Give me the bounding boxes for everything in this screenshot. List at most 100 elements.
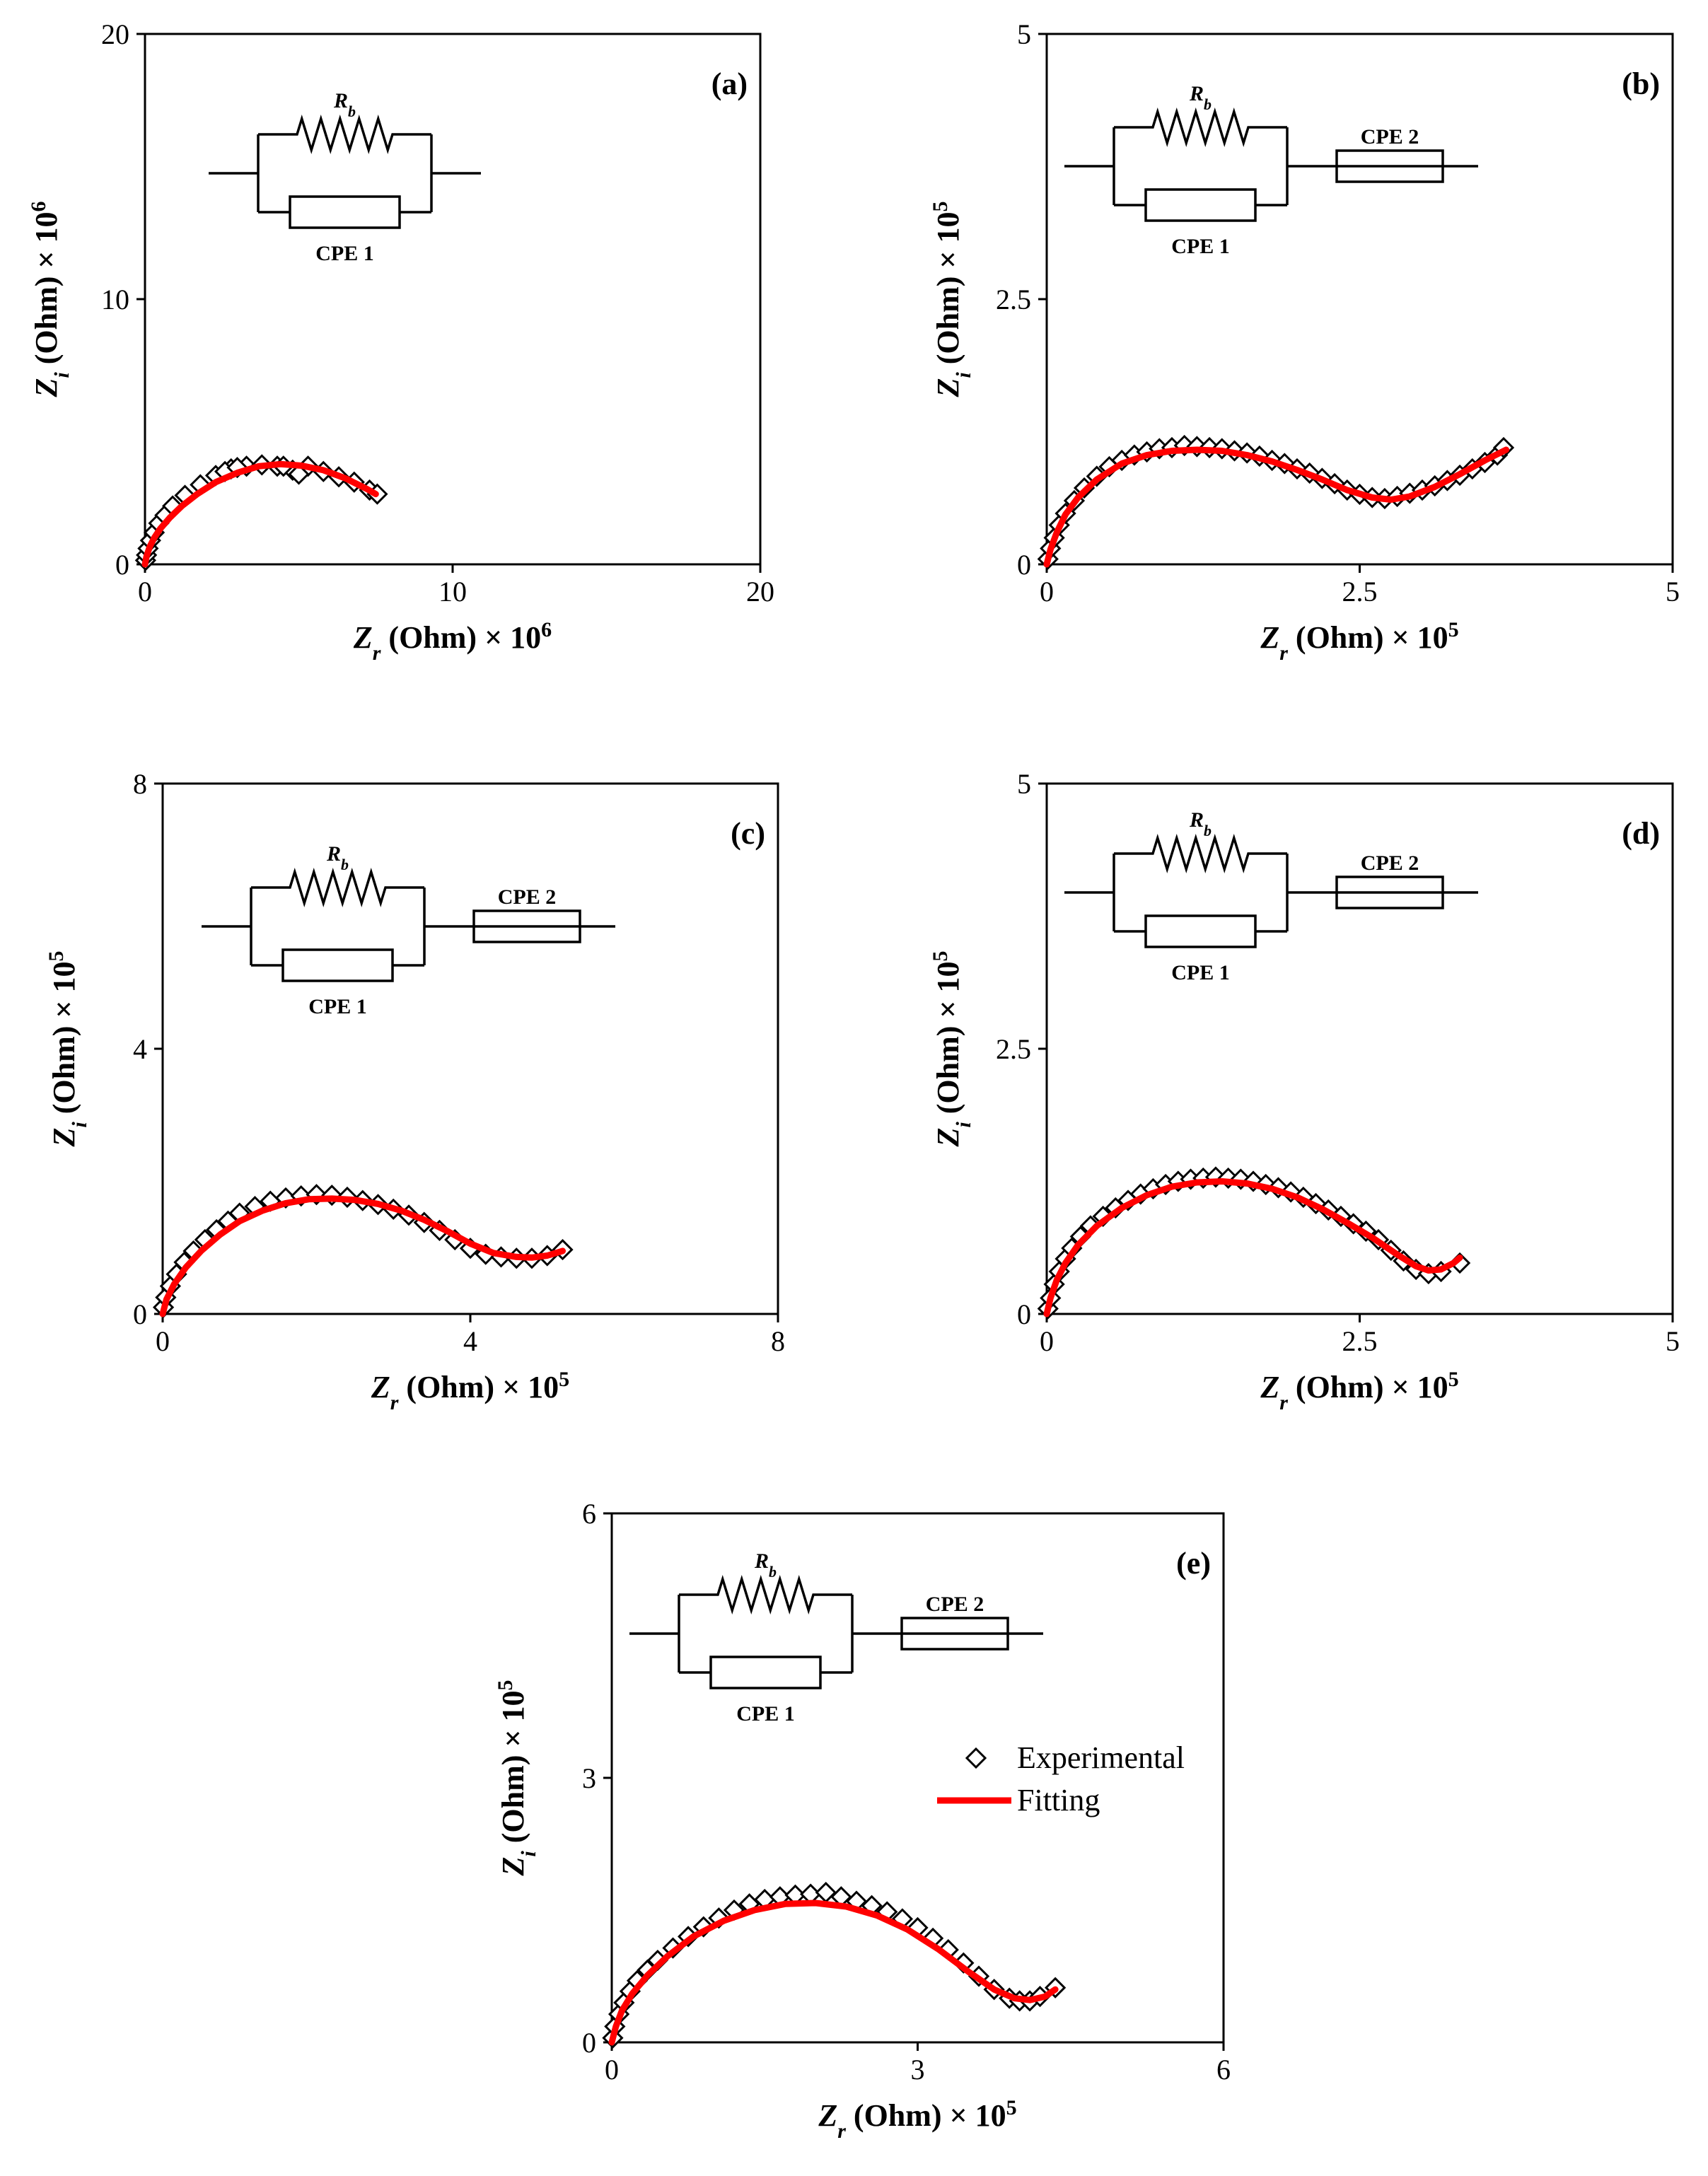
x-tick-label: 20 bbox=[746, 576, 774, 607]
var-tspan: Z bbox=[47, 1128, 81, 1148]
cpe1-box-icon bbox=[709, 1656, 822, 1689]
var-tspan: Z bbox=[931, 378, 965, 398]
subscript-tspan: r bbox=[373, 641, 381, 665]
resistor-label: Rb bbox=[754, 1549, 777, 1581]
var-tspan: Z bbox=[931, 1128, 965, 1148]
superscript-tspan: 5 bbox=[929, 951, 952, 962]
y-tick-label: 3 bbox=[582, 1762, 596, 1794]
subscript-tspan: i bbox=[50, 372, 74, 378]
subscript-tspan: b bbox=[769, 1563, 777, 1581]
label-tspan: (Ohm) × 10 bbox=[380, 620, 541, 655]
y-tick-label: 0 bbox=[582, 2027, 596, 2059]
series-experimental bbox=[1037, 434, 1515, 570]
cpe1-label: CPE 1 bbox=[1171, 961, 1230, 984]
label-tspan: (Ohm) × 10 bbox=[1288, 1370, 1448, 1404]
subscript-tspan: i bbox=[952, 1122, 975, 1128]
superscript-tspan: 5 bbox=[1448, 618, 1459, 641]
cpe1-label: CPE 1 bbox=[736, 1702, 795, 1726]
fitting-line bbox=[1043, 1178, 1463, 1317]
subscript-tspan: b bbox=[348, 103, 356, 120]
var-tspan: R bbox=[1189, 82, 1204, 105]
var-tspan: R bbox=[1189, 808, 1204, 832]
series-experimental bbox=[152, 1184, 574, 1318]
label-tspan: (Ohm) × 10 bbox=[47, 962, 81, 1122]
equivalent-circuit: Rb CPE 1 CPE 2 bbox=[202, 842, 615, 1018]
subscript-tspan: b bbox=[341, 856, 349, 873]
subscript-tspan: i bbox=[517, 1851, 540, 1857]
cpe1-box-icon bbox=[289, 195, 401, 229]
x-tick-label: 2.5 bbox=[1342, 1325, 1378, 1357]
resistor-zigzag-icon bbox=[251, 868, 424, 907]
cpe2-box-icon bbox=[472, 909, 581, 943]
cpe2-label: CPE 2 bbox=[498, 885, 557, 909]
x-axis-label: Zr (Ohm) × 105 bbox=[818, 2096, 1016, 2143]
cpe2-label: CPE 2 bbox=[926, 1593, 984, 1616]
y-axis-label: Zi (Ohm) × 106 bbox=[27, 202, 74, 398]
experimental-point bbox=[288, 463, 310, 485]
label-tspan: (Ohm) × 10 bbox=[931, 962, 965, 1122]
plot-frame bbox=[610, 1512, 1225, 2044]
var-tspan: Z bbox=[496, 1857, 530, 1877]
x-axis-label: Zr (Ohm) × 105 bbox=[1260, 618, 1458, 665]
x-axis-label: Zr (Ohm) × 105 bbox=[1260, 1368, 1458, 1414]
x-tick-label: 0 bbox=[1040, 1325, 1054, 1357]
y-tick-label: 4 bbox=[133, 1033, 147, 1065]
var-tspan: R bbox=[333, 89, 348, 112]
equivalent-circuit: Rb CPE 1 CPE 2 bbox=[1064, 82, 1478, 258]
subscript-tspan: r bbox=[390, 1391, 399, 1414]
x-tick-label: 4 bbox=[463, 1325, 477, 1357]
cpe1-label: CPE 1 bbox=[315, 242, 374, 265]
superscript-tspan: 6 bbox=[541, 618, 552, 641]
cpe2-box-icon bbox=[900, 1617, 1009, 1651]
label-tspan: (Ohm) × 10 bbox=[931, 212, 965, 373]
var-tspan: Z bbox=[818, 2098, 837, 2133]
panel-label: (a) bbox=[711, 66, 748, 101]
panel-label: (b) bbox=[1622, 66, 1660, 101]
label-tspan: (Ohm) × 10 bbox=[29, 212, 64, 373]
y-axis-label: Zi (Ohm) × 105 bbox=[45, 951, 91, 1148]
plot-frame bbox=[144, 33, 762, 566]
experimental-point bbox=[815, 1881, 837, 1904]
panel-label: (c) bbox=[731, 816, 765, 851]
superscript-tspan: 6 bbox=[27, 202, 50, 212]
y-axis-label: Zi (Ohm) × 105 bbox=[494, 1680, 540, 1877]
label-tspan: (Ohm) × 10 bbox=[398, 1370, 559, 1404]
panel-label: (e) bbox=[1176, 1546, 1211, 1581]
y-tick-label: 5 bbox=[1017, 18, 1031, 50]
experimental-point bbox=[321, 1185, 343, 1206]
y-tick-label: 10 bbox=[101, 284, 129, 315]
var-tspan: Z bbox=[353, 620, 373, 655]
var-tspan: Z bbox=[1260, 1370, 1279, 1404]
series-experimental bbox=[1037, 1166, 1471, 1320]
superscript-tspan: 5 bbox=[559, 1368, 569, 1391]
cpe1-label: CPE 1 bbox=[1171, 235, 1230, 258]
x-tick-label: 0 bbox=[605, 2054, 619, 2085]
cpe2-label: CPE 2 bbox=[1361, 851, 1419, 875]
subscript-tspan: r bbox=[1279, 1391, 1288, 1414]
experimental-point bbox=[692, 1916, 714, 1938]
y-tick-label: 20 bbox=[101, 18, 129, 50]
y-axis-label: Zi (Ohm) × 105 bbox=[929, 951, 975, 1148]
cpe1-box-icon bbox=[281, 948, 394, 982]
cpe2-box-icon bbox=[1335, 875, 1444, 909]
resistor-label: Rb bbox=[1189, 82, 1212, 113]
y-tick-label: 0 bbox=[1017, 549, 1031, 581]
x-tick-label: 5 bbox=[1666, 1325, 1680, 1357]
x-axis-label: Zr (Ohm) × 106 bbox=[353, 618, 552, 665]
cpe1-box-icon bbox=[1144, 188, 1257, 222]
resistor-zigzag-icon bbox=[679, 1575, 852, 1614]
x-tick-label: 3 bbox=[911, 2054, 925, 2085]
y-axis-label: Zi (Ohm) × 105 bbox=[929, 202, 975, 398]
y-tick-label: 6 bbox=[582, 1498, 596, 1530]
var-tspan: Z bbox=[29, 378, 64, 398]
resistor-zigzag-icon bbox=[258, 115, 431, 154]
x-tick-label: 0 bbox=[1040, 576, 1054, 607]
equivalent-circuit: Rb CPE 1 CPE 2 bbox=[629, 1549, 1043, 1726]
subscript-tspan: b bbox=[1204, 95, 1212, 113]
legend-experimental-label: Experimental bbox=[1017, 1740, 1185, 1775]
cpe1-box-icon bbox=[1144, 914, 1257, 948]
plot-frame bbox=[161, 782, 779, 1315]
